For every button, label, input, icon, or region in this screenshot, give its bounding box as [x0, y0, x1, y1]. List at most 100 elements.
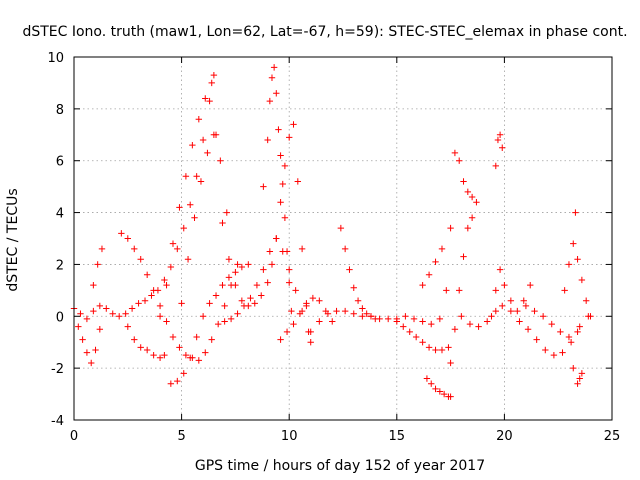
data-point	[258, 292, 265, 299]
data-point	[447, 393, 454, 400]
data-point	[565, 261, 573, 268]
data-point	[499, 302, 506, 310]
data-point	[428, 320, 435, 328]
data-point	[195, 357, 203, 364]
series-24	[561, 240, 594, 320]
data-point	[367, 313, 375, 320]
x-axis-label: GPS time / hours of day 152 of year 2017	[195, 458, 485, 474]
data-point	[309, 294, 317, 302]
data-point	[520, 297, 527, 304]
y-tick-label: 2	[56, 258, 64, 273]
data-point	[346, 266, 353, 273]
data-point	[587, 313, 594, 320]
data-point	[578, 276, 586, 284]
y-tick-label: 0	[56, 310, 64, 325]
data-point	[88, 359, 95, 367]
data-point	[524, 326, 532, 333]
y-tick-label: 4	[56, 207, 64, 222]
y-tick-label: 6	[56, 155, 64, 170]
series-3	[75, 323, 104, 367]
data-point	[180, 370, 187, 377]
data-point	[283, 328, 291, 336]
data-point	[341, 307, 349, 315]
data-point	[432, 346, 439, 354]
data-point	[268, 261, 276, 268]
data-point	[234, 310, 241, 317]
series-12	[277, 294, 336, 343]
data-point	[208, 336, 215, 343]
data-point	[582, 297, 590, 304]
data-point	[135, 300, 142, 307]
data-point	[406, 328, 413, 336]
data-point	[234, 261, 241, 268]
series-21	[492, 131, 506, 170]
data-point	[266, 248, 274, 255]
data-point	[273, 90, 280, 97]
data-point	[488, 313, 495, 320]
data-point	[286, 134, 293, 141]
data-point	[199, 136, 207, 144]
data-point	[96, 326, 104, 333]
data-point	[507, 297, 515, 304]
data-point	[354, 297, 362, 304]
data-point	[350, 284, 357, 291]
data-point	[156, 302, 164, 310]
grid	[74, 57, 612, 420]
data-point	[298, 245, 306, 253]
series-4	[90, 245, 106, 289]
data-point	[202, 95, 209, 102]
data-point	[223, 209, 230, 216]
data-point	[350, 310, 357, 317]
y-axis-label: dSTEC / TECUs	[5, 188, 21, 291]
data-point	[492, 307, 499, 315]
data-point	[292, 287, 299, 294]
data-point	[187, 354, 194, 361]
data-point	[182, 173, 190, 180]
data-point	[240, 302, 248, 310]
data-point	[438, 245, 446, 253]
data-point	[303, 302, 310, 310]
data-point	[115, 313, 123, 320]
data-point	[561, 287, 568, 294]
data-point	[219, 219, 226, 227]
data-point	[260, 183, 267, 190]
data-point	[195, 116, 203, 123]
data-point	[174, 245, 181, 253]
data-point	[316, 318, 323, 325]
data-point	[161, 276, 168, 284]
data-point	[150, 287, 157, 294]
data-point	[565, 333, 573, 341]
data-point	[156, 313, 164, 320]
data-point	[460, 253, 467, 260]
data-point	[266, 97, 274, 105]
data-point	[212, 292, 220, 299]
series-6	[124, 323, 168, 361]
data-point	[176, 204, 183, 211]
data-point	[174, 377, 181, 385]
data-point	[275, 126, 282, 133]
data-point	[176, 344, 183, 351]
data-point	[567, 339, 575, 346]
data-point	[419, 318, 426, 325]
data-point	[208, 79, 215, 87]
data-point	[337, 224, 345, 232]
data-point	[273, 235, 280, 242]
data-point	[83, 315, 91, 323]
data-point	[143, 271, 151, 278]
data-point	[264, 136, 271, 144]
data-point	[206, 97, 213, 105]
data-point	[206, 300, 213, 307]
data-point	[456, 287, 463, 294]
series-2	[260, 64, 295, 315]
data-point	[264, 279, 271, 286]
data-point	[279, 180, 286, 188]
data-point	[279, 248, 286, 255]
data-point	[214, 320, 222, 328]
data-point	[475, 323, 482, 330]
data-point	[184, 256, 192, 263]
data-point	[288, 307, 295, 315]
data-point	[137, 256, 144, 263]
data-point	[182, 351, 190, 359]
data-point	[576, 375, 583, 382]
